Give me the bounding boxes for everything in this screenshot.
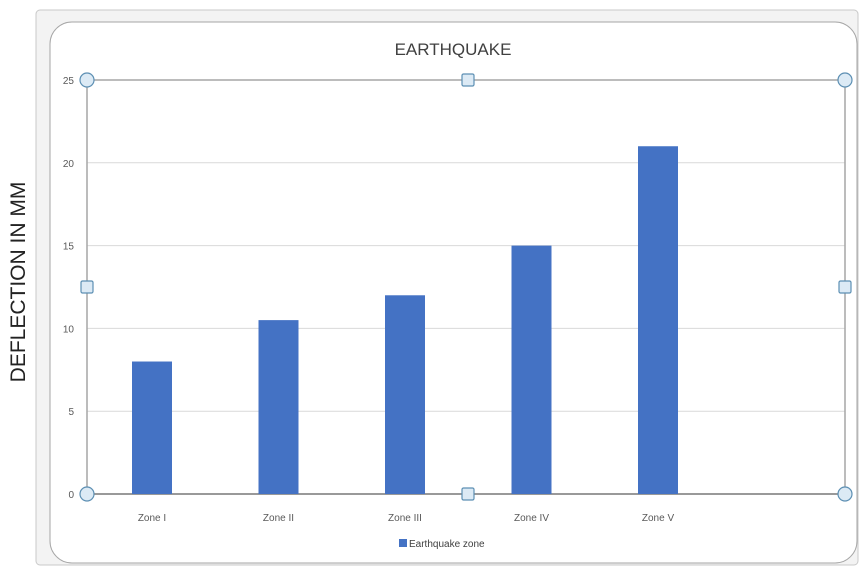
side-resize-handle[interactable] <box>461 487 475 501</box>
x-tick-label: Zone II <box>263 513 294 524</box>
x-tick-label: Zone IV <box>514 513 549 524</box>
bar-zone-iii[interactable] <box>385 295 425 494</box>
x-tick-label: Zone I <box>138 513 166 524</box>
side-resize-handle[interactable] <box>838 280 852 294</box>
bar-zone-i[interactable] <box>132 361 172 494</box>
y-tick-label: 5 <box>68 407 74 418</box>
y-tick-label: 10 <box>63 324 75 335</box>
chart-title: EARTHQUAKE <box>395 40 512 59</box>
x-tick-label: Zone V <box>642 513 675 524</box>
corner-resize-handle[interactable] <box>79 486 95 502</box>
x-tick-label: Zone III <box>388 513 422 524</box>
bar-series[interactable] <box>132 146 678 495</box>
legend-swatch <box>399 539 407 547</box>
y-axis-ticks: 0 5 10 15 20 25 <box>63 76 75 501</box>
side-resize-handle[interactable] <box>461 73 475 87</box>
y-tick-label: 15 <box>63 242 75 253</box>
outer-y-axis-label: DEFLECTION IN MM <box>7 182 30 383</box>
y-tick-label: 0 <box>68 490 74 501</box>
x-axis-ticks: Zone I Zone II Zone III Zone IV Zone V <box>138 513 675 524</box>
y-tick-label: 20 <box>63 159 75 170</box>
side-resize-handle[interactable] <box>80 280 94 294</box>
legend-label: Earthquake zone <box>409 539 485 550</box>
corner-resize-handle[interactable] <box>837 72 853 88</box>
bar-zone-iv[interactable] <box>511 245 552 494</box>
y-tick-label: 25 <box>63 76 75 87</box>
bar-zone-v[interactable] <box>638 146 678 495</box>
selection-handles[interactable] <box>79 72 853 502</box>
corner-resize-handle[interactable] <box>837 486 853 502</box>
legend[interactable]: Earthquake zone <box>399 539 485 550</box>
bar-zone-ii[interactable] <box>258 320 299 494</box>
corner-resize-handle[interactable] <box>79 72 95 88</box>
